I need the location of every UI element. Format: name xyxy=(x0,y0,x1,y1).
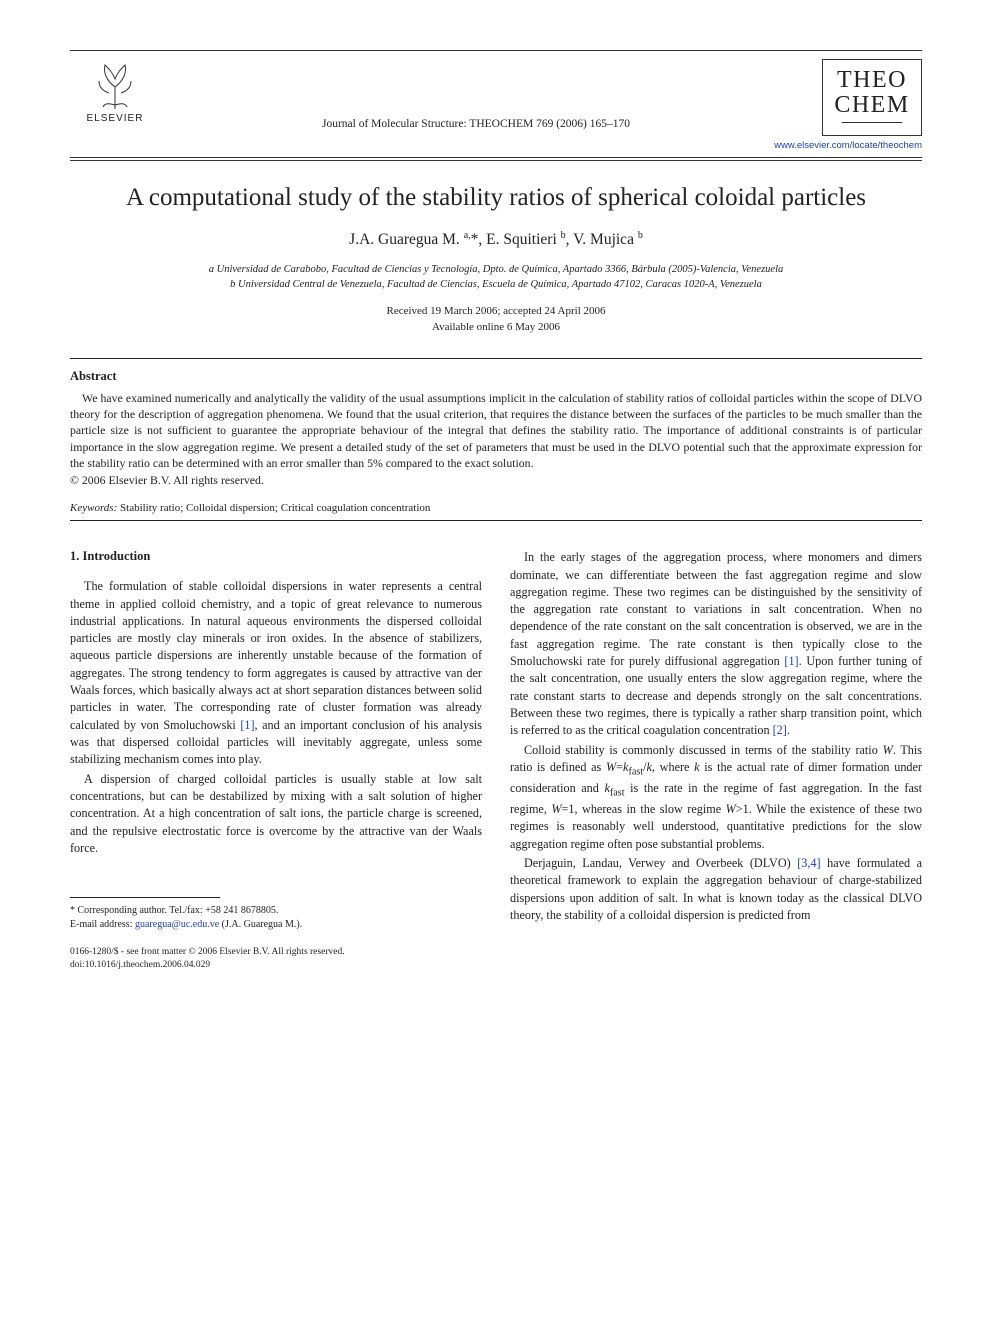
rule-above-abstract xyxy=(70,358,922,359)
abstract-heading: Abstract xyxy=(70,369,922,384)
journal-logo-rule xyxy=(842,122,902,123)
footer-meta: 0166-1280/$ - see front matter © 2006 El… xyxy=(70,946,482,972)
keywords-text: Stability ratio; Colloidal dispersion; C… xyxy=(117,502,430,514)
publisher-block: ELSEVIER xyxy=(70,59,160,124)
intro-para-3: In the early stages of the aggregation p… xyxy=(510,549,922,740)
journal-logo-line2: CHEM xyxy=(833,93,911,118)
received-accepted: Received 19 March 2006; accepted 24 Apri… xyxy=(70,304,922,320)
article-dates: Received 19 March 2006; accepted 24 Apri… xyxy=(70,304,922,336)
footnote-rule xyxy=(70,897,220,898)
citation-2[interactable]: [2] xyxy=(773,723,787,737)
citation-1[interactable]: [1] xyxy=(240,718,254,732)
journal-logo-block: THEO CHEM www.elsevier.com/locate/theoch… xyxy=(792,59,922,151)
footer-issn-line: 0166-1280/$ - see front matter © 2006 El… xyxy=(70,946,482,959)
intro-para-4: Colloid stability is commonly discussed … xyxy=(510,742,922,853)
intro-para-1: The formulation of stable colloidal disp… xyxy=(70,578,482,769)
keywords-label: Keywords: xyxy=(70,502,117,514)
journal-header: ELSEVIER Journal of Molecular Structure:… xyxy=(70,50,922,158)
keywords-line: Keywords: Stability ratio; Colloidal dis… xyxy=(70,502,922,514)
footnote-email-tail: (J.A. Guaregua M.). xyxy=(219,919,302,930)
footnote-corr: * Corresponding author. Tel./fax: +58 24… xyxy=(70,904,482,918)
citation-1b[interactable]: [1] xyxy=(784,654,798,668)
footnote-email-link[interactable]: guaregua@uc.edu.ve xyxy=(135,919,219,930)
available-online: Available online 6 May 2006 xyxy=(70,320,922,336)
journal-logo-box: THEO CHEM xyxy=(822,59,922,136)
citation-3-4[interactable]: [3,4] xyxy=(797,856,820,870)
abstract-body: We have examined numerically and analyti… xyxy=(70,390,922,471)
affiliation-b: b Universidad Central de Venezuela, Facu… xyxy=(70,277,922,292)
authors-line: J.A. Guaregua M. a,*, E. Squitieri b, V.… xyxy=(70,230,922,249)
abstract-copyright: © 2006 Elsevier B.V. All rights reserved… xyxy=(70,473,922,488)
corresponding-author-footnote: * Corresponding author. Tel./fax: +58 24… xyxy=(70,904,482,932)
journal-logo-line1: THEO xyxy=(833,68,911,93)
footnote-email-label: E-mail address: xyxy=(70,919,135,930)
affiliation-a: a Universidad de Carabobo, Facultad de C… xyxy=(70,262,922,277)
left-column: 1. Introduction The formulation of stabl… xyxy=(70,549,482,972)
elsevier-tree-icon xyxy=(89,59,141,111)
rule-below-keywords xyxy=(70,520,922,521)
footer-doi-line: doi:10.1016/j.theochem.2006.04.029 xyxy=(70,959,482,972)
body-columns: 1. Introduction The formulation of stabl… xyxy=(70,549,922,972)
section-1-heading: 1. Introduction xyxy=(70,549,482,564)
journal-url-link[interactable]: www.elsevier.com/locate/theochem xyxy=(774,140,922,151)
footnote-email-line: E-mail address: guaregua@uc.edu.ve (J.A.… xyxy=(70,918,482,932)
intro-para-5: Derjaguin, Landau, Verwey and Overbeek (… xyxy=(510,855,922,924)
right-column: In the early stages of the aggregation p… xyxy=(510,549,922,972)
publisher-label: ELSEVIER xyxy=(87,113,144,124)
article-title: A computational study of the stability r… xyxy=(70,184,922,212)
intro-para-2: A dispersion of charged colloidal partic… xyxy=(70,771,482,858)
journal-citation: Journal of Molecular Structure: THEOCHEM… xyxy=(160,80,792,130)
affiliations: a Universidad de Carabobo, Facultad de C… xyxy=(70,262,922,292)
